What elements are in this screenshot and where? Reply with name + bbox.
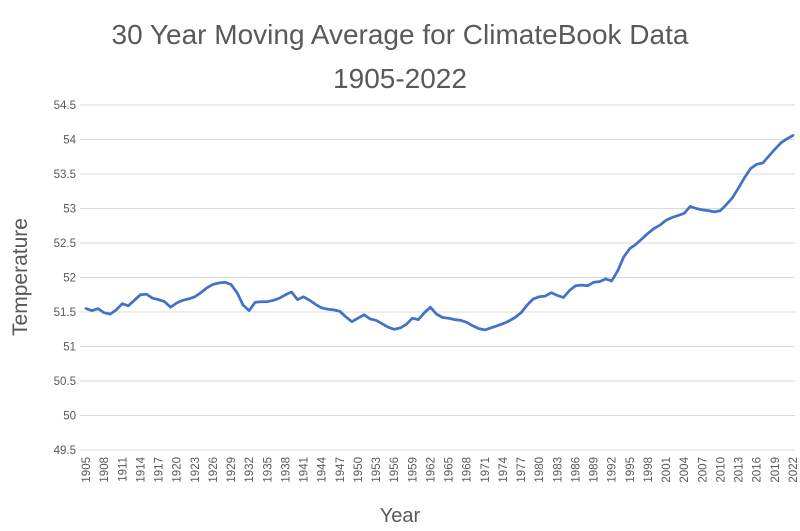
x-tick-label: 1935 [262, 457, 274, 483]
y-tick-label: 49.5 [54, 445, 76, 457]
x-tick-label: 1920 [172, 457, 184, 483]
x-tick-label: 1941 [299, 457, 311, 483]
x-tick-label: 1953 [371, 457, 383, 483]
x-tick-label: 1917 [154, 457, 166, 483]
chart-title: 30 Year Moving Average for ClimateBook D… [111, 19, 689, 50]
x-tick-label: 1974 [498, 456, 510, 482]
x-tick-label: 2001 [661, 457, 673, 483]
x-tick-label: 2022 [788, 457, 800, 483]
x-tick-label: 2007 [697, 457, 709, 483]
x-tick-label: 1992 [607, 457, 619, 483]
x-tick-label: 2013 [734, 457, 746, 483]
x-tick-label: 1971 [480, 457, 492, 483]
x-tick-label: 1947 [335, 457, 347, 483]
x-tick-label: 1938 [280, 457, 292, 483]
x-tick-label: 1986 [570, 457, 582, 483]
x-tick-label: 1968 [462, 457, 474, 483]
y-tick-label: 53.5 [54, 169, 76, 181]
x-tick-label: 1944 [317, 456, 329, 482]
x-tick-label: 2010 [715, 457, 727, 483]
data-line-series [84, 134, 795, 332]
x-tick-label: 1965 [444, 457, 456, 483]
x-tick-label: 1989 [589, 457, 601, 483]
y-tick-label: 52 [63, 273, 76, 285]
y-tick-label: 53 [63, 204, 76, 216]
x-tick-label: 1995 [625, 457, 637, 483]
x-tick-label: 2004 [679, 456, 691, 482]
x-tick-label: 1998 [643, 457, 655, 483]
y-tick-label: 54 [63, 135, 76, 147]
y-tick-label: 50 [63, 411, 76, 423]
x-tick-label: 1929 [226, 457, 238, 483]
chart-title-block: 30 Year Moving Average for ClimateBook D… [0, 13, 800, 101]
y-axis-title: Temperature [9, 218, 32, 336]
x-tick-label: 1905 [81, 457, 93, 483]
x-tick-label: 1926 [208, 457, 220, 483]
x-tick-label: 1914 [135, 456, 147, 482]
x-tick-label: 2019 [770, 457, 782, 483]
y-tick-label: 50.5 [54, 376, 76, 388]
x-axis-title: Year [379, 505, 421, 527]
x-tick-label: 1950 [353, 457, 365, 483]
x-tick-label: 1980 [534, 457, 546, 483]
x-tick-label: 1977 [516, 457, 528, 483]
y-tick-label: 54.5 [54, 100, 76, 112]
x-tick-label: 1923 [190, 457, 202, 483]
x-tick-label: 1983 [552, 457, 564, 483]
x-tick-label: 1932 [244, 457, 256, 483]
y-tick-label: 51.5 [54, 307, 76, 319]
x-tick-label: 1956 [389, 457, 401, 483]
x-tick-label: 1911 [117, 457, 129, 482]
y-tick-label: 52.5 [54, 238, 76, 250]
chart-subtitle: 1905-2022 [333, 63, 467, 94]
x-tick-label: 1908 [99, 457, 111, 483]
x-tick-label: 2016 [752, 457, 764, 483]
x-tick-label: 1962 [425, 457, 437, 483]
y-tick-label: 51 [63, 342, 76, 354]
x-tick-label: 1959 [407, 457, 419, 483]
